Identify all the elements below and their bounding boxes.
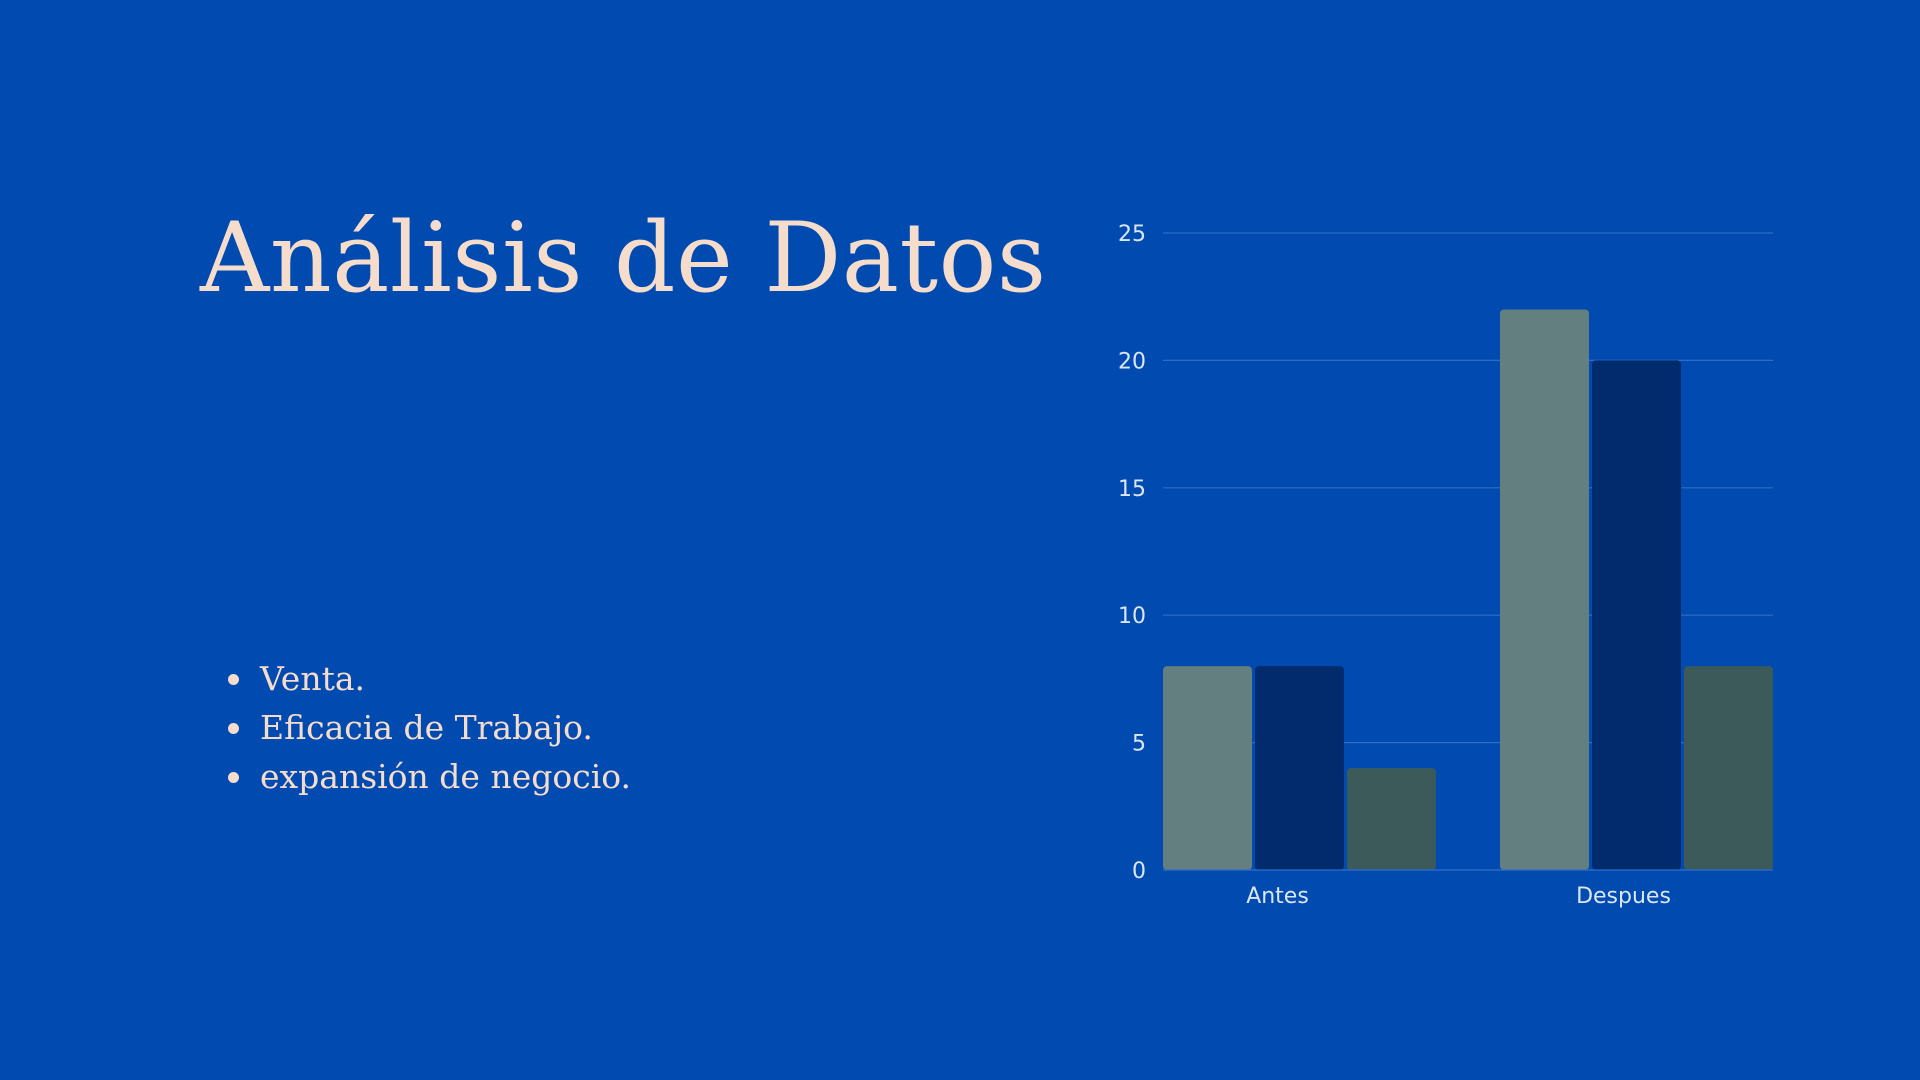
bullet-dot-icon [228, 772, 239, 783]
bullet-item: Venta. [228, 654, 631, 703]
bar [1684, 666, 1773, 870]
bar [1592, 360, 1681, 870]
bullet-item: expansión de negocio. [228, 752, 631, 801]
bullet-dot-icon [228, 723, 239, 734]
bar [1255, 666, 1344, 870]
bar [1163, 666, 1252, 870]
y-tick-label: 20 [1118, 349, 1146, 374]
bullet-item: Eficacia de Trabajo. [228, 703, 631, 752]
x-tick-label: Despues [1576, 884, 1671, 909]
bullet-text: Eficacia de Trabajo. [260, 708, 593, 747]
y-tick-label: 25 [1118, 222, 1146, 247]
y-tick-label: 5 [1132, 732, 1146, 757]
y-tick-label: 10 [1118, 604, 1146, 629]
bullet-dot-icon [228, 674, 239, 685]
bar [1500, 309, 1589, 870]
bullet-text: expansión de negocio. [260, 757, 632, 796]
bar [1347, 768, 1436, 870]
x-tick-label: Antes [1246, 884, 1309, 909]
bullet-list: Venta. Eficacia de Trabajo. expansión de… [228, 654, 631, 801]
y-tick-label: 0 [1132, 859, 1146, 884]
slide-title: Análisis de Datos [200, 202, 1047, 314]
y-tick-label: 15 [1118, 477, 1146, 502]
bullet-text: Venta. [260, 659, 366, 698]
